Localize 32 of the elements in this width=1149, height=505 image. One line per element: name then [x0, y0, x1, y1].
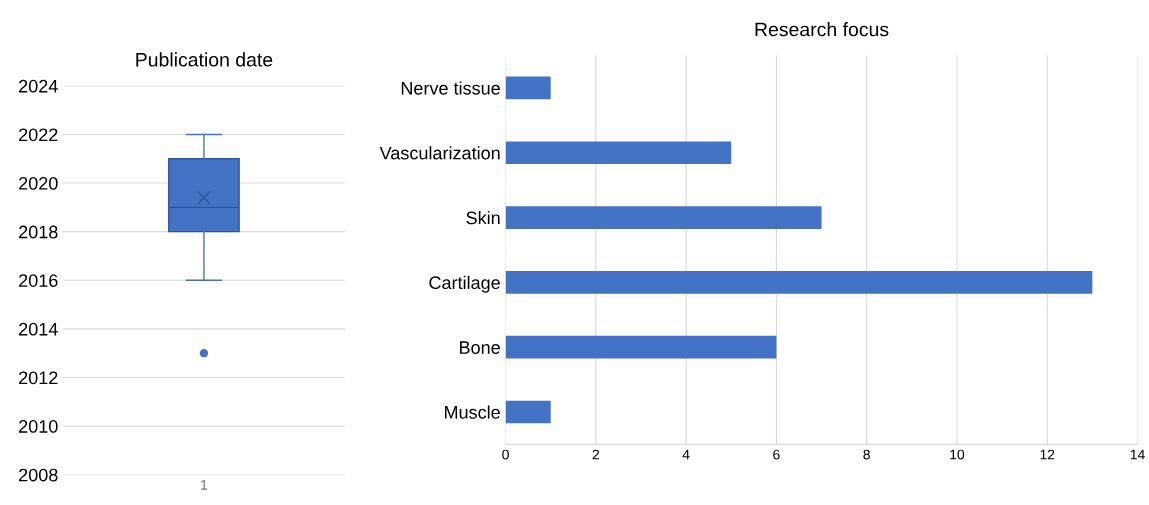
x-tick-label: 0 — [502, 449, 509, 460]
bar — [505, 206, 822, 229]
y-tick-label: Nerve tissue — [401, 81, 500, 95]
y-tick-label: Skin — [466, 211, 500, 225]
bar — [505, 76, 551, 100]
bar — [505, 400, 551, 424]
x-tick-label: 12 — [1040, 449, 1055, 460]
y-tick-label: Muscle — [444, 405, 500, 419]
y-tick-label: 2014 — [19, 322, 58, 336]
x-tick-label: 4 — [682, 449, 690, 460]
y-tick-label: Vascularization — [379, 146, 500, 160]
y-tick-label: 2020 — [19, 177, 58, 190]
x-tick-label: 14 — [1130, 449, 1145, 460]
x-tick-label: 10 — [950, 449, 965, 460]
chart-title: Research focus — [755, 22, 889, 37]
y-tick-label: 2022 — [19, 128, 58, 142]
x-tick-label: 2 — [592, 449, 599, 460]
y-tick-label: 2010 — [19, 420, 58, 433]
bar — [505, 335, 777, 359]
y-tick-label: Bone — [460, 341, 500, 354]
y-tick-label: 2018 — [19, 225, 58, 239]
y-tick-label: 2024 — [19, 79, 58, 93]
bar — [505, 271, 1093, 294]
x-tick-label: 6 — [773, 449, 780, 460]
y-tick-label: 2008 — [19, 468, 58, 482]
x-tick-label: 8 — [863, 449, 870, 460]
x-tick-label: 1 — [201, 480, 208, 490]
y-tick-label: 2012 — [19, 371, 58, 385]
chart-title: Publication date — [136, 52, 273, 67]
y-tick-label: Cartilage — [429, 275, 500, 293]
bar — [505, 141, 732, 165]
y-tick-label: 2016 — [19, 274, 58, 287]
